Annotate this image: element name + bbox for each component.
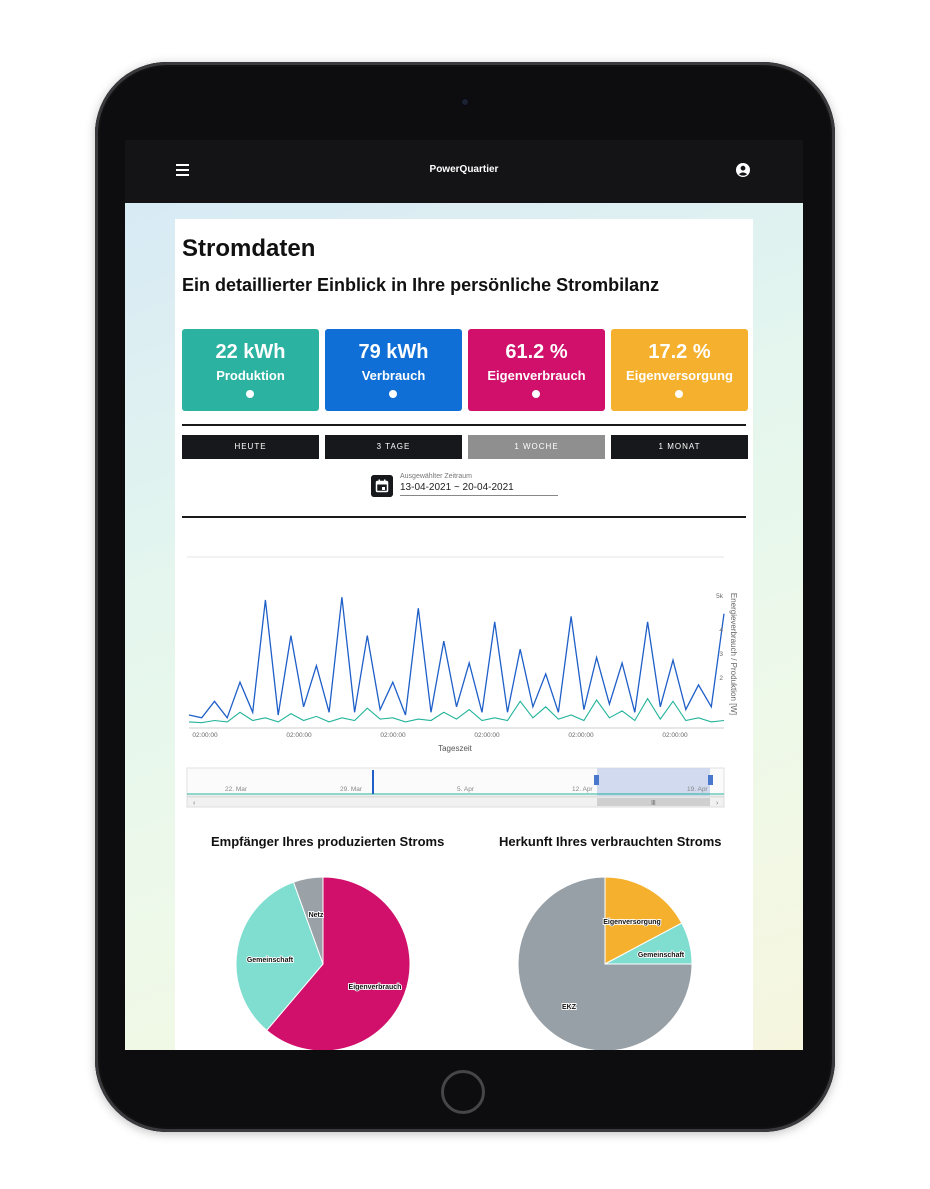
x-tick-label: 02:00:00 — [474, 732, 500, 739]
pie-label: Gemeinschaft — [247, 957, 294, 964]
navigator-scrollbar-thumb[interactable] — [597, 798, 710, 806]
account-icon[interactable] — [736, 163, 750, 177]
pie-slice-gemeinschaft — [604, 922, 693, 965]
app-bar: PowerQuartier — [125, 140, 803, 203]
range-button-1-monat[interactable]: 1 MONAT — [611, 435, 748, 459]
navigator-spike — [372, 770, 374, 794]
energy-line-chart[interactable]: 02:00:00 02:00:00 02:00:00 02:00:00 02:00:00… — [175, 219, 753, 819]
navigator-scrollbar[interactable] — [186, 796, 725, 808]
range-button-3-tage[interactable]: 3 TAGE — [325, 435, 462, 459]
stat-value: 22 kWh — [215, 341, 286, 363]
stat-label: Produktion — [216, 368, 285, 383]
info-icon[interactable] — [532, 390, 540, 398]
navigator-label: 19. Apr — [687, 786, 708, 793]
info-icon[interactable] — [675, 390, 683, 398]
y-axis-label: Energieverbrauch / Produktion [W] — [729, 593, 738, 715]
x-tick-label: 02:00:00 — [380, 732, 406, 739]
y-tick-label: 5k — [716, 593, 724, 600]
content-card: Stromdaten Ein detaillierter Einblick in… — [175, 219, 753, 1050]
navigator-label: 5. Apr — [457, 786, 475, 793]
navigator-selection[interactable] — [597, 768, 710, 796]
date-value[interactable]: 13-04-2021 ~ 20-04-2021 — [400, 482, 558, 496]
stat-value: 79 kWh — [358, 341, 429, 363]
stat-card-produktion: 22 kWh Produktion — [182, 329, 319, 411]
navigator-label: 12. Apr — [572, 786, 593, 793]
navigator-label: 29. Mar — [340, 786, 363, 793]
stat-value: 61.2 % — [505, 341, 568, 363]
pie-slice-netz — [292, 876, 324, 965]
stat-value: 17.2 % — [648, 341, 711, 363]
scrollbar-grip-icon[interactable]: Ⅲ — [651, 800, 656, 807]
y-tick-label: 3 — [719, 651, 723, 658]
pie-label: EKZ — [562, 1004, 577, 1011]
info-icon[interactable] — [389, 390, 397, 398]
pie-label: Eigenverbrauch — [349, 984, 402, 991]
pie-slice-gemeinschaft — [235, 881, 324, 1032]
range-button-heute[interactable]: HEUTE — [182, 435, 319, 459]
scroll-left-icon[interactable]: ‹ — [193, 800, 196, 807]
stat-card-eigenversorgung: 17.2 % Eigenversorgung — [611, 329, 748, 411]
pie-title-verbraucht: Herkunft Ihres verbrauchten Stroms — [499, 834, 722, 849]
calendar-icon[interactable] — [371, 475, 393, 497]
pie-title-produziert: Empfänger Ihres produzierten Stroms — [211, 834, 445, 849]
series-line-1 — [188, 697, 725, 724]
stat-label: Eigenverbrauch — [487, 368, 586, 383]
x-tick-label: 02:00:00 — [286, 732, 312, 739]
series-line-0 — [188, 597, 725, 720]
info-icon[interactable] — [246, 390, 254, 398]
pie-label: Eigenversorgung — [603, 919, 661, 926]
divider — [182, 424, 746, 426]
pie-slice-eigenversorgung — [604, 876, 683, 965]
stat-label: Verbrauch — [361, 368, 426, 383]
divider — [182, 516, 746, 518]
range-button-1-woche[interactable]: 1 WOCHE — [468, 435, 605, 459]
navigator-handle-right[interactable] — [708, 775, 713, 785]
stat-card-verbrauch: 79 kWh Verbrauch — [325, 329, 462, 411]
x-tick-label: 02:00:00 — [662, 732, 688, 739]
page-subtitle: Ein detaillierter Einblick in Ihre persö… — [182, 275, 660, 295]
date-range-picker[interactable]: Ausgewählter Zeitraum 13-04-2021 ~ 20-04… — [371, 473, 561, 499]
pie-slice-eigenverbrauch — [266, 876, 411, 1050]
navigator-handle-left[interactable] — [594, 775, 599, 785]
menu-icon[interactable] — [176, 164, 189, 178]
y-tick-label: 4 — [719, 627, 723, 634]
stat-label: Eigenversorgung — [626, 368, 733, 383]
pie-label: Gemeinschaft — [638, 952, 685, 959]
scroll-right-icon[interactable]: › — [716, 800, 719, 807]
pie-label: Netz — [309, 912, 324, 919]
page-title: Stromdaten — [182, 235, 316, 262]
navigator-label: 22. Mar — [225, 786, 248, 793]
date-caption: Ausgewählter Zeitraum — [400, 473, 472, 480]
home-button[interactable] — [441, 1070, 485, 1114]
screen: PowerQuartier Stromdaten Ein detailliert… — [125, 140, 803, 1050]
app-title: PowerQuartier — [429, 164, 499, 175]
x-tick-label: 02:00:00 — [192, 732, 218, 739]
y-tick-label: 2 — [719, 675, 723, 682]
x-tick-label: 02:00:00 — [568, 732, 594, 739]
pie-slice-ekz — [517, 876, 693, 1050]
x-axis-label: Tageszeit — [438, 744, 473, 753]
stat-card-eigenverbrauch: 61.2 % Eigenverbrauch — [468, 329, 605, 411]
camera-dot — [460, 97, 470, 107]
